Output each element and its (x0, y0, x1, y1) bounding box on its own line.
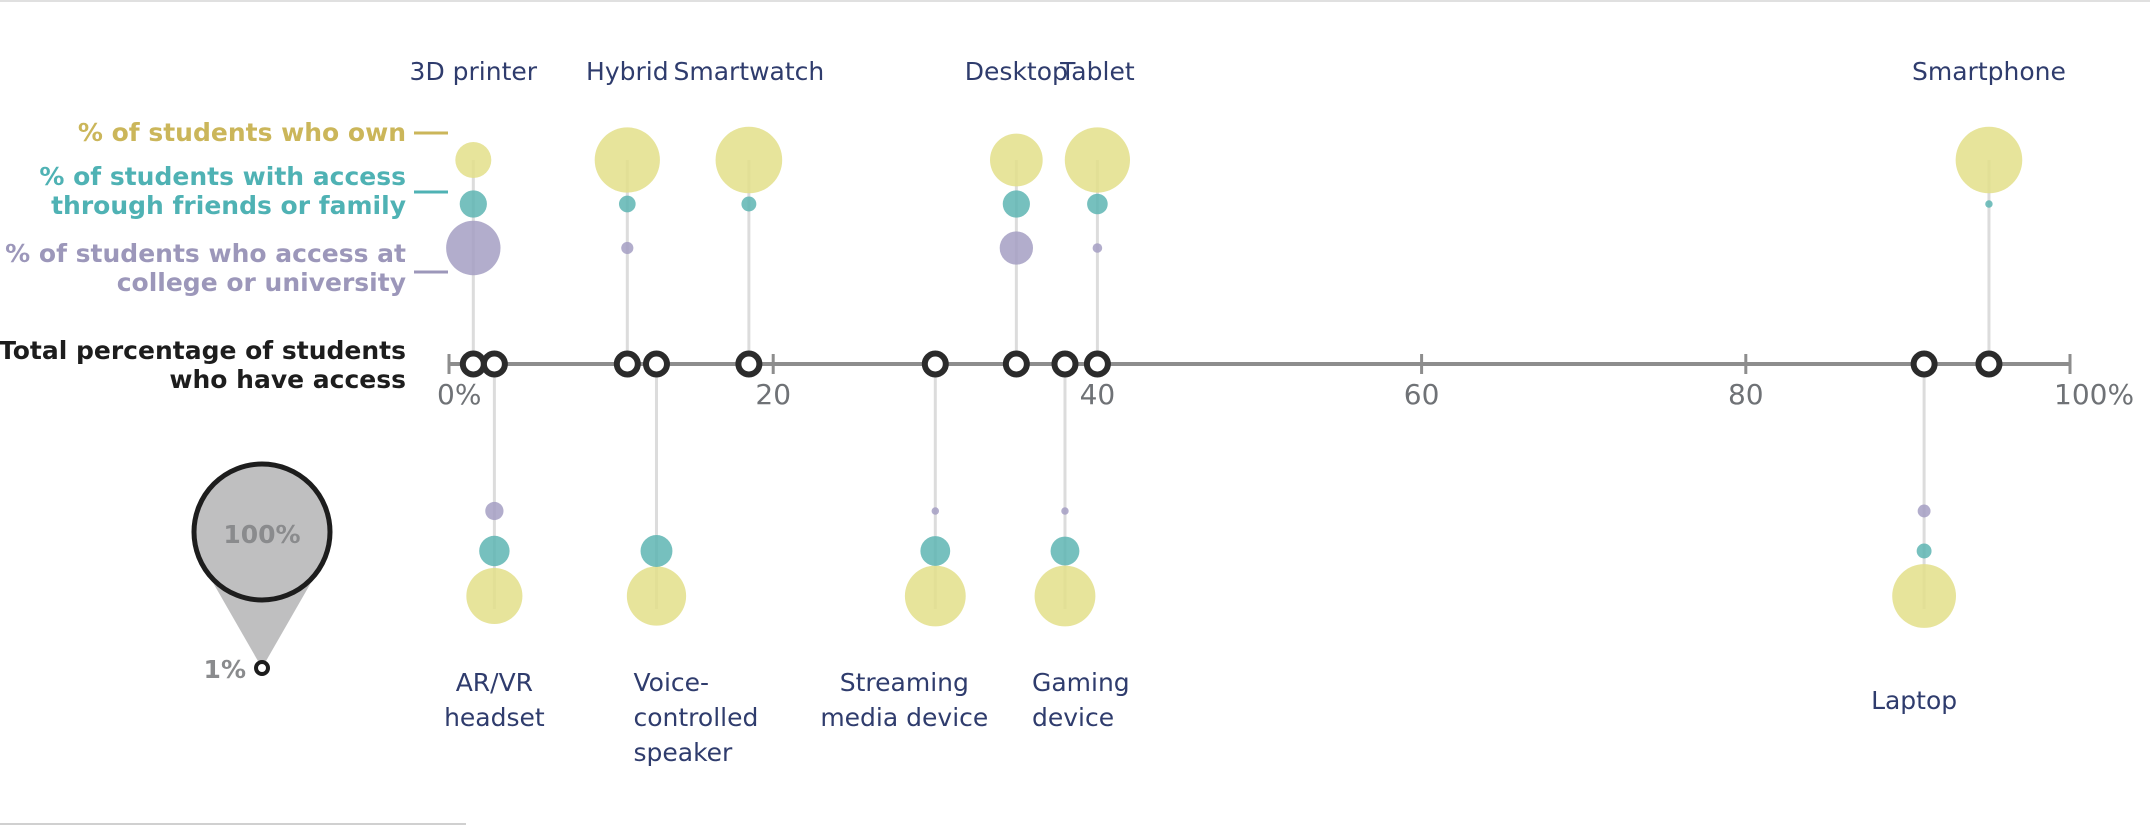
total-markers (459, 350, 2003, 378)
tick-label-40: 40 (1080, 378, 1116, 411)
size-legend-max-circle (191, 461, 333, 603)
label-laptop: Laptop (1871, 686, 1957, 715)
bubble-hybrid-friends (618, 195, 636, 213)
label-gaming-device: Gaming device (1032, 668, 1130, 732)
bubble-tablet-own (1064, 127, 1131, 193)
label-tablet: Tablet (1059, 57, 1135, 86)
marker-ar-vr-headset (480, 350, 508, 378)
bubble-laptop-friends (1916, 543, 1932, 559)
bubbles (446, 126, 2023, 628)
bubble-smartwatch-own (715, 126, 783, 194)
marker-laptop (1910, 350, 1938, 378)
tick-label-60: 60 (1404, 378, 1440, 411)
tick-label-100: 100% (2054, 378, 2134, 411)
marker-smartwatch (735, 350, 763, 378)
bubble-3d-printer-friends (459, 190, 487, 218)
bubble-3d-printer-own (455, 142, 492, 178)
label-hybrid: Hybrid (586, 57, 669, 86)
bubble-desktop-college (999, 231, 1034, 265)
bubble-gaming-device-friends (1050, 536, 1080, 566)
label-3d-printer: 3D printer (410, 57, 538, 86)
legend-friends: % of students with access through friends… (39, 162, 406, 220)
marker-streaming-media-device (921, 350, 949, 378)
bubble-gaming-device-college (1061, 507, 1069, 515)
bubble-hybrid-own (594, 127, 660, 193)
marker-desktop (1002, 350, 1030, 378)
x-axis: 0% 20 40 60 80 100% (437, 354, 2134, 411)
legend-college: % of students who access at college or un… (5, 239, 406, 297)
bubble-laptop-college (1917, 504, 1931, 518)
bubble-ar-vr-headset-own (466, 567, 523, 625)
bubble-tablet-friends (1087, 193, 1108, 215)
bubble-voice-controlled-speaker-own (626, 566, 687, 626)
bubble-smartphone-friends (1985, 200, 1993, 208)
tick-label-80: 80 (1728, 378, 1764, 411)
tick-label-0: 0% (437, 378, 481, 411)
bubble-desktop-own (990, 133, 1043, 187)
marker-3d-printer (459, 350, 487, 378)
label-ar-vr-headset: AR/VR headset (444, 668, 545, 732)
tick-label-20: 20 (755, 378, 791, 411)
bubble-ar-vr-headset-friends (479, 535, 510, 567)
bubble-streaming-media-device-college (931, 507, 940, 515)
bubble-gaming-device-own (1034, 565, 1096, 627)
bubble-streaming-media-device-own (904, 565, 966, 627)
label-desktop: Desktop (965, 57, 1068, 86)
bubble-voice-controlled-speaker-friends (640, 535, 673, 567)
bubble-smartphone-own (1955, 126, 2023, 194)
marker-tablet (1083, 350, 1111, 378)
label-voice-controlled-speaker: Voice-controlled speaker (633, 668, 758, 767)
marker-voice-controlled-speaker (642, 350, 670, 378)
size-legend: 100% 1% (191, 461, 333, 684)
size-legend-min-circle (254, 660, 270, 676)
label-streaming-media-device: Streaming media device (820, 668, 988, 732)
label-smartphone: Smartphone (1912, 57, 2066, 86)
size-legend-max-label: 100% (223, 520, 300, 549)
size-legend-min-label: 1% (204, 655, 246, 684)
label-smartwatch: Smartwatch (673, 57, 824, 86)
bubble-laptop-own (1892, 564, 1956, 628)
bubble-desktop-friends (1002, 190, 1030, 218)
legend: Total percentage of students who have acc… (0, 118, 448, 394)
bubble-streaming-media-device-friends (920, 536, 951, 566)
bubble-tablet-college (1092, 243, 1103, 253)
marker-hybrid (613, 350, 641, 378)
axis-caption: Total percentage of students who have acc… (0, 336, 406, 394)
marker-gaming-device (1051, 350, 1079, 378)
bubble-ar-vr-headset-college (485, 501, 504, 521)
bubble-smartwatch-friends (741, 196, 757, 212)
marker-smartphone (1975, 350, 2003, 378)
bubble-hybrid-college (621, 241, 634, 255)
bubble-3d-printer-college (446, 220, 501, 276)
legend-own: % of students who own (78, 118, 406, 147)
